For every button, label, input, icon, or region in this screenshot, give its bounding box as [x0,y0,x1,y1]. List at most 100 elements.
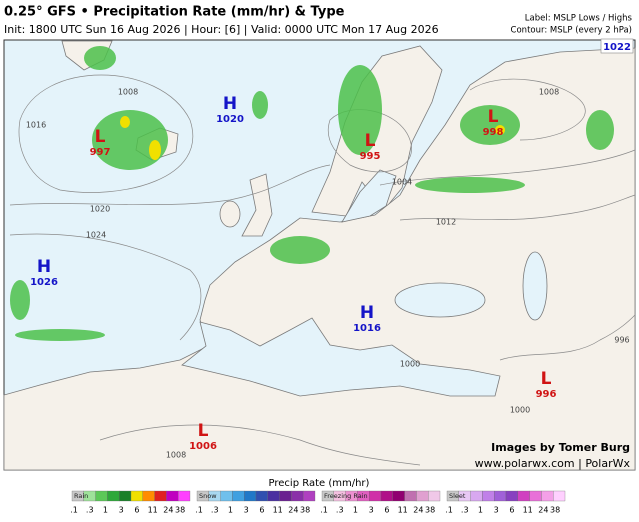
legend-swatch [303,490,316,502]
box [600,38,634,54]
legend-swatch [553,490,566,502]
contour-label: 996 [614,336,629,345]
legend-tick: 6 [509,506,514,515]
legend-swatch [369,490,382,502]
contour-label: 1000 [510,406,530,415]
legend-group: Sleet [449,492,466,500]
ireland [219,200,241,228]
legend-swatch [470,490,483,502]
legend-tick: 38 [550,506,560,515]
legend-tick: 24 [288,506,298,515]
legend-tick: 1 [353,506,358,515]
legend-tick: 11 [148,506,158,515]
label-note: Label: MSLP Lows / Highs [525,14,633,24]
center-letter: H [223,94,237,114]
contour-label: 1012 [436,218,456,227]
legend-tick: 3 [244,506,249,515]
legend-tick: 1 [478,506,483,515]
legend-swatch [166,490,179,502]
contour-note: Contour: MSLP (every 2 hPa) [511,26,632,36]
legend-tick: .3 [461,506,469,515]
baltic-sea [341,169,397,223]
legend-tick: 38 [425,506,435,515]
legend-tick: 11 [523,506,533,515]
legend-swatch [107,490,120,502]
legend-tick: 1 [228,506,233,515]
center-value: 998 [483,127,504,138]
legend-tick: 6 [384,506,389,515]
legend-swatch [404,490,417,502]
center-letter: L [198,421,209,441]
center-value: 996 [536,389,557,400]
credit: Images by Tomer Burg [491,441,630,454]
legend-tick: 6 [134,506,139,515]
legend-swatch [267,490,280,502]
legend-swatch [416,490,429,502]
legend-tick: 3 [369,506,374,515]
credit: www.polarwx.com | PolarWx [475,457,631,470]
contour-label: 1008 [118,88,138,97]
mediterranean [181,317,501,397]
overlay: H1020L997L995L998H1026H1016L996L10061008… [26,88,630,460]
legend-tick: 24 [538,506,548,515]
legend-tick: .3 [336,506,344,515]
isobar [18,74,193,193]
legend-group: Freezing Rain [324,492,368,500]
legend-tick: 38 [175,506,185,515]
isobar [9,164,331,206]
center-value: 1006 [189,441,217,452]
isobar [499,314,636,361]
legend-swatch [279,490,292,502]
precip-area [460,105,520,145]
great-britain [241,173,273,237]
legend-tick: 6 [259,506,264,515]
legend-swatch [178,490,191,502]
box-label: 1022 [603,42,631,53]
isobar [379,149,636,186]
legend-tick: .1 [320,506,328,515]
legend-swatch [255,490,268,502]
legend-swatch [220,490,233,502]
precip-area [495,125,505,135]
center-value: 1020 [216,114,244,125]
legend-tick: .3 [86,506,94,515]
center-letter: L [488,107,499,127]
center-letter: H [37,257,51,277]
legend-tick: 24 [163,506,173,515]
center-value: 997 [90,147,111,158]
precip-area [415,177,525,193]
caspian-sea [522,251,548,321]
isobar [399,194,636,221]
legend-swatch [291,490,304,502]
legend-tick: 11 [273,506,283,515]
legend-group: Snow [199,492,217,500]
legend-tick: 1 [103,506,108,515]
contour-label: 1004 [392,178,412,187]
isobar [9,233,202,341]
precip-area [586,110,614,150]
legend-tick: 24 [413,506,423,515]
legend-swatch [428,490,441,502]
map: 1022 [3,38,636,471]
black-sea [394,282,486,318]
legend-group: Rain [74,492,88,500]
center-letter: L [95,127,106,147]
legend-swatch [380,490,393,502]
legend-title: Precip Rate (mm/hr) [269,478,370,489]
center-letter: L [541,369,552,389]
precip-area [270,236,330,264]
subtitle: Init: 1800 UTC Sun 16 Aug 2026 | Hour: [… [4,23,439,36]
precip-area [10,280,30,320]
legend-swatch [232,490,245,502]
legend-swatch [244,490,257,502]
center-value: 995 [360,151,381,162]
isobar [99,424,421,466]
legend-swatch [130,490,143,502]
contour-label: 1024 [86,231,106,240]
legend-swatch [517,490,530,502]
legend-tick: 11 [398,506,408,515]
precip-area [338,65,382,155]
legend-tick: .1 [445,506,453,515]
legend-tick: 3 [119,506,124,515]
